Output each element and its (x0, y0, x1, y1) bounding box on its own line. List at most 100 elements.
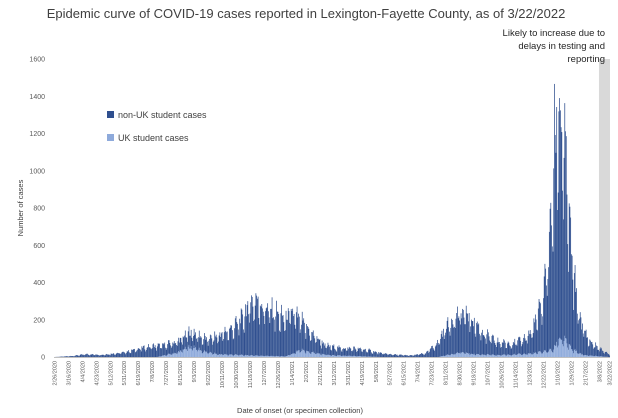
legend-label-uk: UK student cases (118, 133, 189, 143)
bar-non-uk-student-cases (367, 352, 369, 357)
bar-non-uk-student-cases (534, 322, 535, 354)
bar-non-uk-student-cases (487, 329, 488, 354)
bar-uk-student-cases (467, 353, 469, 357)
bar-non-uk-student-cases (444, 335, 446, 356)
bar-non-uk-student-cases (557, 210, 558, 348)
bar-non-uk-student-cases (254, 305, 256, 356)
bar-uk-student-cases (447, 354, 449, 357)
bar-non-uk-student-cases (188, 326, 190, 345)
bar-non-uk-student-cases (301, 311, 303, 349)
bar-non-uk-student-cases (407, 355, 409, 357)
bar-non-uk-student-cases (557, 192, 559, 346)
bar-non-uk-student-cases (244, 316, 246, 356)
bar-non-uk-student-cases (231, 330, 233, 355)
bar-uk-student-cases (543, 351, 544, 357)
bar-non-uk-student-cases (200, 336, 202, 351)
bar-non-uk-student-cases (406, 355, 408, 357)
bar-uk-student-cases (193, 348, 194, 357)
bar-non-uk-student-cases (178, 337, 180, 351)
bar-uk-student-cases (465, 353, 466, 357)
bar-uk-student-cases (457, 353, 459, 357)
bar-uk-student-cases (270, 355, 271, 357)
bar-non-uk-student-cases (466, 313, 468, 353)
bar-non-uk-student-cases (284, 330, 286, 357)
bar-uk-student-cases (209, 352, 210, 357)
bar-uk-student-cases (251, 355, 253, 357)
bar-non-uk-student-cases (108, 354, 110, 357)
bar-uk-student-cases (276, 355, 277, 357)
bar-non-uk-student-cases (286, 319, 288, 357)
bar-uk-student-cases (239, 354, 241, 357)
bar-non-uk-student-cases (129, 353, 131, 357)
bar-non-uk-student-cases (365, 351, 367, 357)
bar-uk-student-cases (495, 355, 497, 357)
bar-non-uk-student-cases (193, 336, 194, 349)
bar-non-uk-student-cases (536, 329, 538, 355)
bar-non-uk-student-cases (262, 308, 263, 356)
bar-uk-student-cases (202, 353, 204, 357)
bar-non-uk-student-cases (425, 353, 427, 357)
bar-non-uk-student-cases (342, 349, 344, 356)
bar-uk-student-cases (496, 355, 498, 357)
bar-uk-student-cases (577, 353, 579, 357)
bar-non-uk-student-cases (493, 335, 494, 355)
bar-uk-student-cases (462, 352, 463, 357)
bar-non-uk-student-cases (323, 345, 325, 355)
bar-uk-student-cases (283, 356, 285, 357)
bar-uk-student-cases (491, 354, 493, 357)
bar-non-uk-student-cases (283, 322, 285, 357)
bar-non-uk-student-cases (344, 349, 346, 356)
bar-uk-student-cases (196, 349, 198, 357)
bar-non-uk-student-cases (92, 354, 94, 357)
bar-uk-student-cases (445, 355, 447, 357)
bar-non-uk-student-cases (315, 342, 316, 355)
bar-non-uk-student-cases (306, 324, 308, 351)
bar-non-uk-student-cases (123, 351, 124, 357)
bar-uk-student-cases (503, 354, 505, 357)
bar-uk-student-cases (246, 355, 248, 357)
bar-non-uk-student-cases (484, 338, 486, 356)
bar-non-uk-student-cases (154, 345, 156, 357)
bar-non-uk-student-cases (522, 342, 524, 355)
bar-non-uk-student-cases (287, 319, 288, 356)
bar-uk-student-cases (297, 351, 299, 357)
bar-non-uk-student-cases (379, 352, 381, 357)
bar-non-uk-student-cases (176, 345, 177, 354)
bar-non-uk-student-cases (378, 352, 380, 357)
bar-non-uk-student-cases (496, 347, 497, 356)
bar-non-uk-student-cases (302, 320, 304, 351)
bar-uk-student-cases (318, 353, 319, 357)
bar-non-uk-student-cases (201, 344, 203, 354)
bar-uk-student-cases (225, 354, 227, 357)
bar-uk-student-cases (479, 354, 480, 357)
bar-uk-student-cases (280, 356, 282, 357)
bar-uk-student-cases (594, 356, 596, 357)
bar-uk-student-cases (262, 355, 263, 357)
bar-non-uk-student-cases (345, 350, 347, 357)
bar-uk-student-cases (278, 356, 280, 357)
bar-uk-student-cases (599, 356, 601, 357)
bar-non-uk-student-cases (542, 316, 544, 354)
bar-non-uk-student-cases (469, 332, 471, 355)
bar-uk-student-cases (234, 354, 236, 357)
bar-uk-student-cases (571, 349, 572, 357)
bar-non-uk-student-cases (446, 320, 448, 355)
bar-uk-student-cases (451, 353, 452, 357)
bar-uk-student-cases (363, 356, 365, 357)
bar-uk-student-cases (581, 354, 583, 357)
bar-non-uk-student-cases (437, 342, 439, 357)
y-axis-label: Number of cases (16, 179, 25, 236)
bar-uk-student-cases (598, 356, 599, 357)
bar-non-uk-student-cases (420, 353, 421, 357)
bar-uk-student-cases (355, 356, 357, 357)
bar-uk-student-cases (262, 355, 264, 357)
bar-uk-student-cases (205, 352, 207, 357)
bar-non-uk-student-cases (207, 345, 209, 355)
x-tick-label: 3/12/2021 (332, 361, 338, 385)
bar-non-uk-student-cases (305, 338, 307, 354)
bar-uk-student-cases (590, 355, 591, 357)
legend-swatch-uk (107, 134, 114, 141)
bar-non-uk-student-cases (250, 302, 252, 356)
bar-non-uk-student-cases (315, 342, 317, 355)
